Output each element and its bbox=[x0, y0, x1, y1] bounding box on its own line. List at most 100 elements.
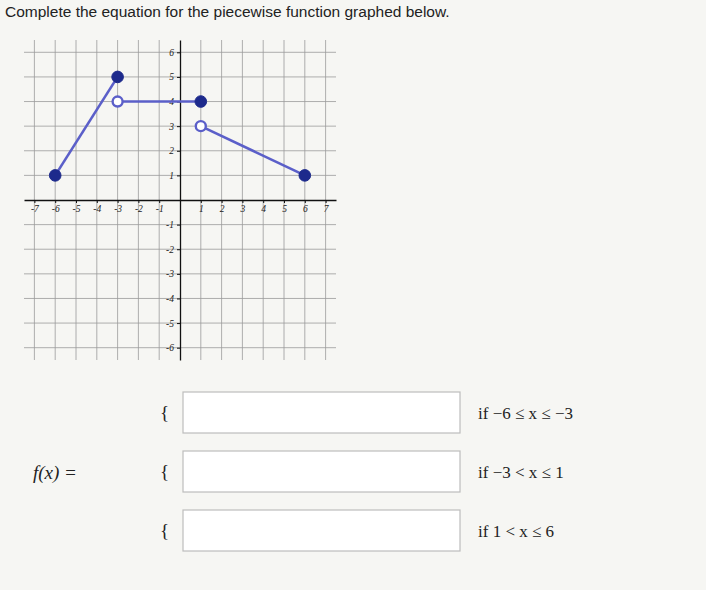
tick-mark bbox=[34, 200, 35, 203]
tick: 6 bbox=[169, 48, 180, 58]
tick: 4 bbox=[261, 200, 266, 214]
plot-marks bbox=[49, 71, 310, 181]
tick-mark bbox=[326, 200, 327, 203]
tick-mark bbox=[177, 249, 180, 250]
tick: -1 bbox=[156, 200, 164, 214]
tick-label: 3 bbox=[240, 204, 246, 214]
closed-point bbox=[195, 96, 207, 108]
tick-mark bbox=[177, 77, 180, 78]
tick-mark bbox=[97, 200, 98, 203]
tick-mark bbox=[177, 348, 180, 349]
tick: -5 bbox=[166, 319, 180, 329]
tick-label: -5 bbox=[73, 204, 81, 214]
page: Complete the equation for the piecewise … bbox=[0, 0, 706, 590]
tick-mark bbox=[177, 274, 180, 275]
tick: 1 bbox=[199, 200, 204, 214]
closed-point bbox=[299, 170, 311, 182]
tick-label: 1 bbox=[169, 171, 174, 181]
answer-box[interactable] bbox=[183, 392, 460, 433]
tick-mark bbox=[177, 151, 180, 152]
grid-line bbox=[24, 101, 336, 102]
tick: -3 bbox=[166, 269, 180, 279]
tick-label: -4 bbox=[93, 204, 101, 214]
tick-mark bbox=[263, 200, 264, 203]
tick-mark bbox=[177, 323, 180, 324]
tick-label: 7 bbox=[324, 204, 330, 214]
tick: 3 bbox=[240, 200, 246, 214]
axis-line bbox=[180, 41, 181, 361]
tick-mark bbox=[76, 200, 77, 203]
line-segment bbox=[201, 126, 305, 175]
tick: -4 bbox=[166, 294, 180, 304]
tick-label: 2 bbox=[169, 146, 174, 156]
function-name: f(x) = bbox=[33, 462, 77, 484]
title: Complete the equation for the piecewise … bbox=[5, 3, 450, 20]
condition: if −6 ≤ x ≤ −3 bbox=[478, 404, 573, 423]
grid bbox=[24, 40, 336, 360]
answer-box[interactable] bbox=[183, 510, 460, 551]
tick-label: 5 bbox=[282, 204, 287, 214]
tick-mark bbox=[284, 200, 285, 203]
tick: -6 bbox=[166, 343, 180, 353]
tick: 5 bbox=[282, 200, 287, 214]
y-axis: -6-5-4-3-2-1123456 bbox=[166, 41, 180, 361]
tick-label: 6 bbox=[169, 48, 174, 58]
tick-label: -6 bbox=[52, 204, 60, 214]
tick-label: -3 bbox=[166, 269, 174, 279]
tick: 6 bbox=[303, 200, 308, 214]
line-segment bbox=[118, 100, 201, 103]
answer-box[interactable] bbox=[183, 451, 460, 492]
tick-label: 2 bbox=[220, 204, 225, 214]
tick-label: -1 bbox=[166, 220, 174, 230]
condition: if −3 < x ≤ 1 bbox=[478, 463, 564, 482]
tick: -2 bbox=[135, 200, 143, 214]
tick-mark bbox=[177, 298, 180, 299]
tick: -4 bbox=[93, 200, 101, 214]
tick: -7 bbox=[31, 200, 40, 214]
open-point bbox=[113, 97, 123, 107]
tick-mark bbox=[138, 200, 139, 203]
tick-mark bbox=[159, 200, 160, 203]
tick-mark bbox=[222, 200, 223, 203]
tick-mark bbox=[242, 200, 243, 203]
tick-label: 5 bbox=[169, 72, 174, 82]
tick: -3 bbox=[114, 200, 122, 214]
tick-label: -2 bbox=[135, 204, 143, 214]
tick: 5 bbox=[169, 72, 180, 82]
tick-label: 1 bbox=[199, 204, 204, 214]
tick-label: -7 bbox=[31, 204, 40, 214]
brace: { bbox=[160, 461, 169, 482]
tick: -2 bbox=[166, 245, 180, 255]
closed-point bbox=[112, 71, 124, 83]
condition: if 1 < x ≤ 6 bbox=[478, 522, 554, 541]
tick: -6 bbox=[52, 200, 60, 214]
closed-point bbox=[49, 170, 61, 182]
tick-label: -5 bbox=[166, 319, 174, 329]
tick-label: 4 bbox=[261, 204, 266, 214]
tick-mark bbox=[177, 225, 180, 226]
tick-mark bbox=[177, 126, 180, 127]
tick-mark bbox=[118, 200, 119, 203]
line-segment bbox=[55, 77, 117, 175]
tick-label: -3 bbox=[114, 204, 122, 214]
equation: { if −6 ≤ x ≤ −3 { if −3 < x ≤ 1 { if 1 < x ≤… bbox=[33, 392, 573, 551]
tick-mark bbox=[177, 52, 180, 53]
tick-mark bbox=[177, 175, 180, 176]
tick: -5 bbox=[73, 200, 81, 214]
tick-mark bbox=[201, 200, 202, 203]
tick: 7 bbox=[324, 200, 330, 214]
tick: 1 bbox=[169, 171, 180, 181]
tick-label: -6 bbox=[166, 343, 174, 353]
tick: -1 bbox=[166, 220, 180, 230]
brace: { bbox=[160, 402, 169, 423]
tick-mark bbox=[305, 200, 306, 203]
tick-label: 3 bbox=[168, 122, 174, 132]
tick-label: -1 bbox=[156, 204, 164, 214]
tick-label: -2 bbox=[166, 245, 174, 255]
brace: { bbox=[160, 520, 169, 541]
tick: 2 bbox=[169, 146, 180, 156]
tick-mark bbox=[55, 200, 56, 203]
tick-label: -4 bbox=[166, 294, 174, 304]
open-point bbox=[196, 121, 206, 131]
tick: 2 bbox=[220, 200, 225, 214]
